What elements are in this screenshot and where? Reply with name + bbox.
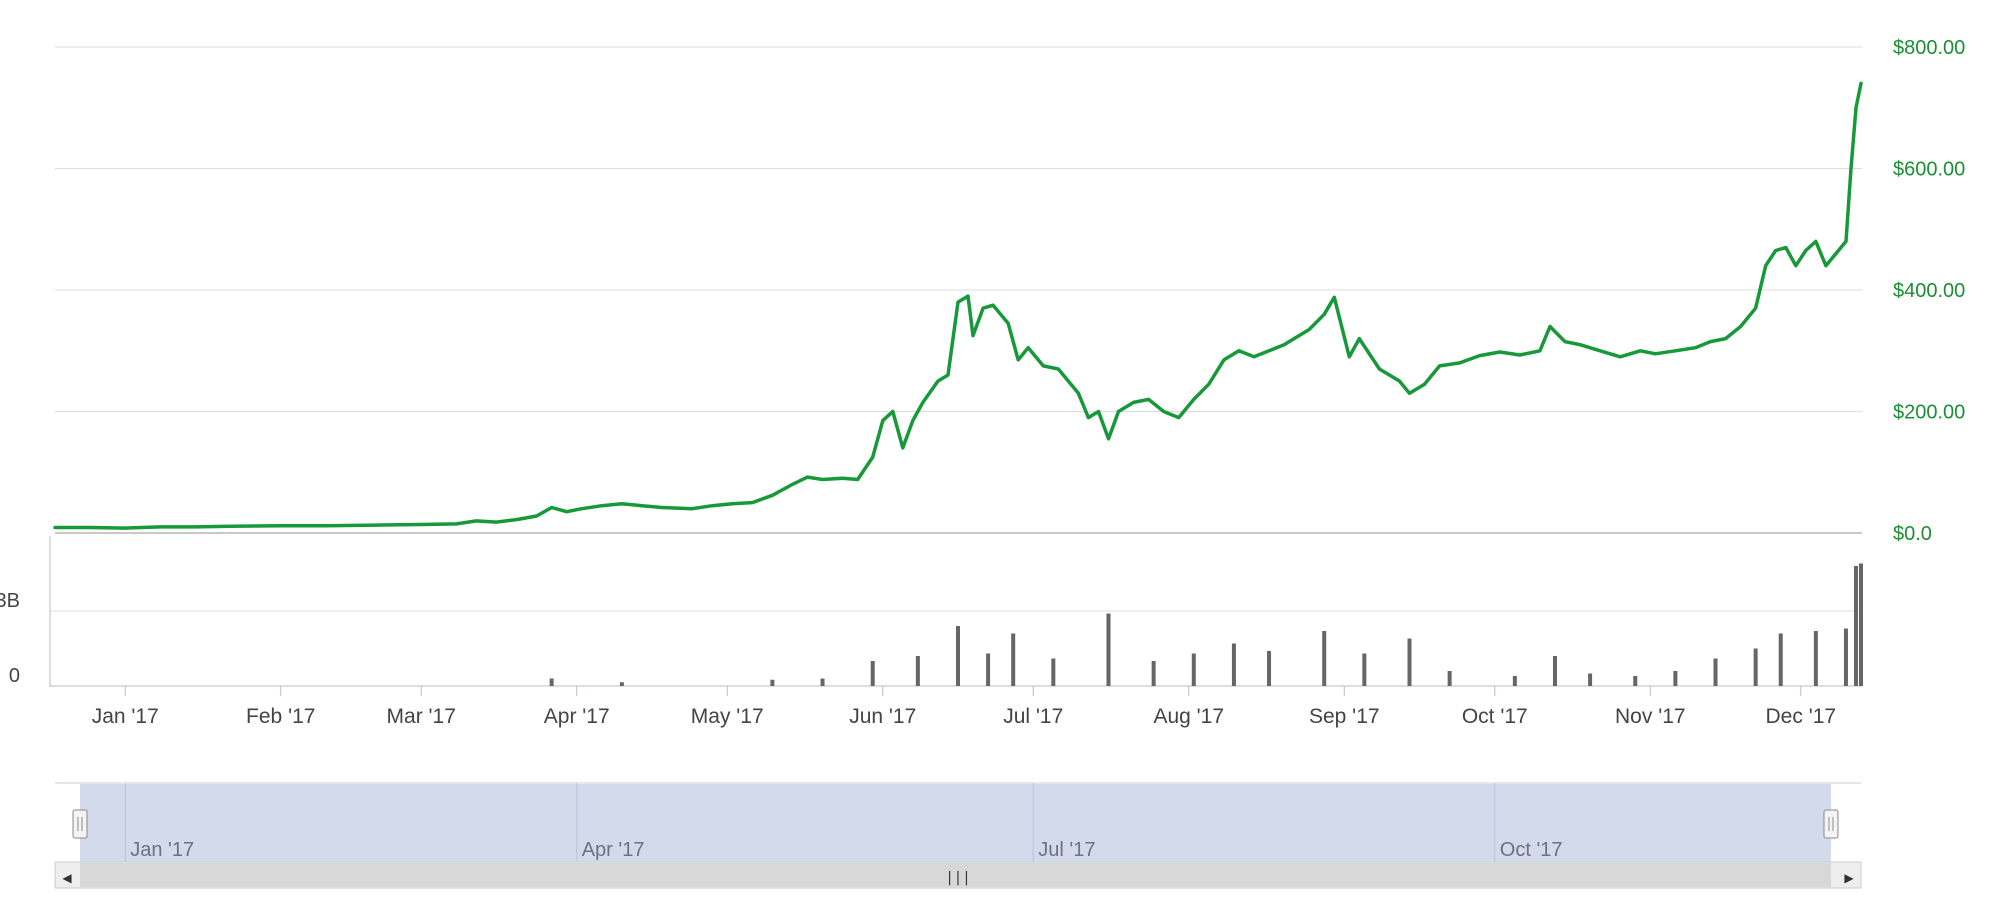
volume-bar [1753, 648, 1758, 686]
x-tick-label: Oct '17 [1462, 705, 1528, 728]
volume-bar [1191, 653, 1196, 686]
price-line [53, 81, 1863, 530]
volume-bar [915, 656, 920, 686]
gridlines [50, 46, 1862, 687]
x-tick-label: Nov '17 [1615, 705, 1686, 728]
volume-series [549, 563, 1863, 686]
volume-bar [1778, 633, 1783, 686]
volume-bar [1447, 671, 1452, 686]
navigator-selection[interactable] [80, 784, 1831, 862]
volume-bar [1713, 658, 1718, 686]
volume-bar [870, 661, 875, 686]
x-tick-label: Apr '17 [544, 705, 610, 728]
x-tick-label: Jun '17 [849, 705, 916, 728]
navigator-left-handle[interactable] [72, 809, 88, 839]
navigator-tick-label: Jan '17 [130, 839, 194, 861]
volume-bar [1512, 676, 1517, 686]
x-tick-label: Feb '17 [246, 705, 315, 728]
volume-bar [1322, 631, 1327, 686]
volume-bar [1151, 661, 1156, 686]
volume-bar [770, 679, 775, 686]
x-tick-label: Mar '17 [387, 705, 456, 728]
volume-bar [1362, 653, 1367, 686]
scroll-left-arrow-icon[interactable]: ◀ [62, 871, 72, 885]
x-tick-label: Jul '17 [1003, 705, 1063, 728]
volume-bar [1106, 613, 1111, 686]
volume-bar [1813, 631, 1818, 686]
volume-bar [956, 626, 960, 686]
volume-bar [1588, 673, 1593, 686]
x-tick-label: Jan '17 [92, 705, 159, 728]
x-tick-label: Sep '17 [1309, 705, 1380, 728]
volume-bar [1853, 566, 1858, 686]
price-tick-label: $0.0 [1893, 523, 1932, 545]
handle-body[interactable] [1823, 809, 1839, 839]
scrollbar-grip-icon[interactable]: ||| [945, 870, 970, 886]
volume-bar [1407, 638, 1412, 686]
range-navigator[interactable]: Jan '17 Apr '17 Jul '17 Oct '17 ◀ ▶ ||| [54, 782, 1862, 889]
x-tick-label: Dec '17 [1766, 705, 1837, 728]
price-tick-label: $800.00 [1893, 37, 1965, 59]
volume-bar [619, 682, 624, 686]
navigator-tick-label: Apr '17 [582, 839, 645, 861]
price-tick-label: $600.00 [1893, 159, 1965, 181]
volume-tick-label: 0 [9, 665, 20, 687]
volume-bar [820, 678, 825, 686]
scrollbar-thumb[interactable] [80, 863, 1831, 887]
volume-bar [1231, 643, 1236, 686]
volume-bar [549, 678, 554, 686]
volume-bar [1859, 563, 1863, 686]
volume-bar [1843, 628, 1848, 686]
price-series [53, 81, 1863, 530]
volume-bar [986, 653, 991, 686]
volume-bar [1552, 656, 1557, 686]
volume-bar [1673, 671, 1678, 686]
handle-body[interactable] [72, 809, 88, 839]
price-tick-label: $200.00 [1893, 402, 1965, 424]
navigator-right-handle[interactable] [1823, 809, 1839, 839]
price-tick-label: $400.00 [1893, 280, 1965, 302]
axes: $0.0 $200.00 $400.00 $600.00 $800.00 0 3B Jan '… [0, 37, 1965, 728]
volume-bar [1267, 651, 1272, 686]
volume-bar [1051, 658, 1056, 686]
x-tick-label: May '17 [691, 705, 764, 728]
volume-tick-label: 3B [0, 590, 20, 612]
x-tick-label: Aug '17 [1153, 705, 1224, 728]
volume-bar [1011, 633, 1016, 686]
navigator-tick-label: Jul '17 [1038, 839, 1095, 861]
navigator-tick-label: Oct '17 [1500, 839, 1563, 861]
scroll-right-arrow-icon[interactable]: ▶ [1844, 871, 1854, 885]
volume-bar [1633, 676, 1638, 686]
